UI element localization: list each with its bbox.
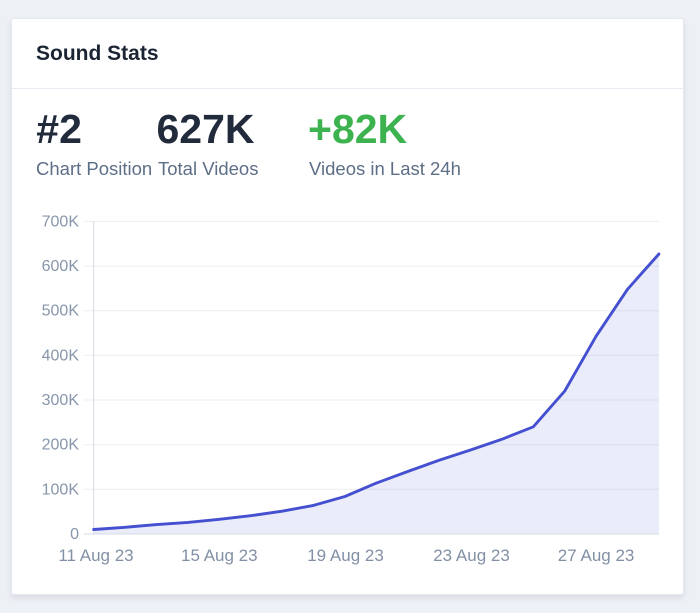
- svg-text:700K: 700K: [42, 213, 80, 230]
- svg-text:500K: 500K: [42, 303, 80, 320]
- svg-text:200K: 200K: [42, 437, 80, 454]
- svg-text:100K: 100K: [42, 481, 80, 498]
- svg-text:23 Aug 23: 23 Aug 23: [433, 546, 510, 565]
- svg-text:11 Aug 23: 11 Aug 23: [58, 546, 133, 565]
- svg-text:300K: 300K: [42, 392, 80, 409]
- svg-text:19 Aug 23: 19 Aug 23: [307, 546, 384, 565]
- svg-text:600K: 600K: [42, 258, 80, 275]
- svg-text:15 Aug 23: 15 Aug 23: [181, 546, 258, 565]
- svg-text:400K: 400K: [42, 347, 80, 364]
- svg-text:0: 0: [70, 526, 79, 543]
- svg-text:27 Aug 23: 27 Aug 23: [558, 546, 635, 565]
